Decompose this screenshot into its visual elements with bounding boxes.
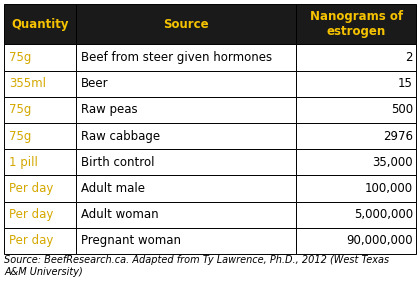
Text: 75g: 75g — [9, 103, 32, 117]
Bar — [297, 228, 416, 254]
Text: Beer: Beer — [81, 77, 109, 90]
Text: 35,000: 35,000 — [372, 156, 413, 169]
Text: Quantity: Quantity — [11, 18, 69, 31]
Text: Source: Source — [163, 18, 209, 31]
Bar — [4, 175, 76, 201]
Bar — [76, 175, 297, 201]
Bar — [4, 44, 76, 71]
Text: 90,000,000: 90,000,000 — [346, 234, 413, 247]
Text: Source: BeefResearch.ca. Adapted from Ty Lawrence, Ph.D., 2012 (West Texas
A&M U: Source: BeefResearch.ca. Adapted from Ty… — [4, 255, 389, 277]
Text: Per day: Per day — [9, 234, 54, 247]
Bar — [297, 4, 416, 44]
Text: Nanograms of
estrogen: Nanograms of estrogen — [310, 10, 403, 38]
Text: Beef from steer given hormones: Beef from steer given hormones — [81, 51, 273, 64]
Bar — [297, 149, 416, 175]
Bar — [297, 175, 416, 201]
Bar — [76, 44, 297, 71]
Text: 500: 500 — [391, 103, 413, 117]
Text: Raw cabbage: Raw cabbage — [81, 130, 160, 143]
Text: Birth control: Birth control — [81, 156, 155, 169]
Bar — [297, 71, 416, 97]
Bar — [4, 228, 76, 254]
Text: 2976: 2976 — [383, 130, 413, 143]
Text: 75g: 75g — [9, 51, 32, 64]
Bar — [76, 4, 297, 44]
Bar — [76, 149, 297, 175]
Text: Pregnant woman: Pregnant woman — [81, 234, 181, 247]
Bar — [4, 201, 76, 228]
Text: Per day: Per day — [9, 208, 54, 221]
Bar — [76, 71, 297, 97]
Bar — [297, 97, 416, 123]
Text: 2: 2 — [405, 51, 413, 64]
Bar — [4, 97, 76, 123]
Text: Raw peas: Raw peas — [81, 103, 138, 117]
Text: 15: 15 — [398, 77, 413, 90]
Text: 355ml: 355ml — [9, 77, 46, 90]
Text: 75g: 75g — [9, 130, 32, 143]
Text: Adult male: Adult male — [81, 182, 145, 195]
Text: 1 pill: 1 pill — [9, 156, 38, 169]
Bar — [297, 123, 416, 149]
Text: Adult woman: Adult woman — [81, 208, 159, 221]
Bar — [4, 149, 76, 175]
Bar — [76, 228, 297, 254]
Bar — [4, 123, 76, 149]
Bar — [76, 97, 297, 123]
Text: 100,000: 100,000 — [365, 182, 413, 195]
Bar — [4, 71, 76, 97]
Bar — [76, 201, 297, 228]
Bar — [76, 123, 297, 149]
Bar — [297, 44, 416, 71]
Text: Per day: Per day — [9, 182, 54, 195]
Text: 5,000,000: 5,000,000 — [354, 208, 413, 221]
Bar — [4, 4, 76, 44]
Bar — [297, 201, 416, 228]
